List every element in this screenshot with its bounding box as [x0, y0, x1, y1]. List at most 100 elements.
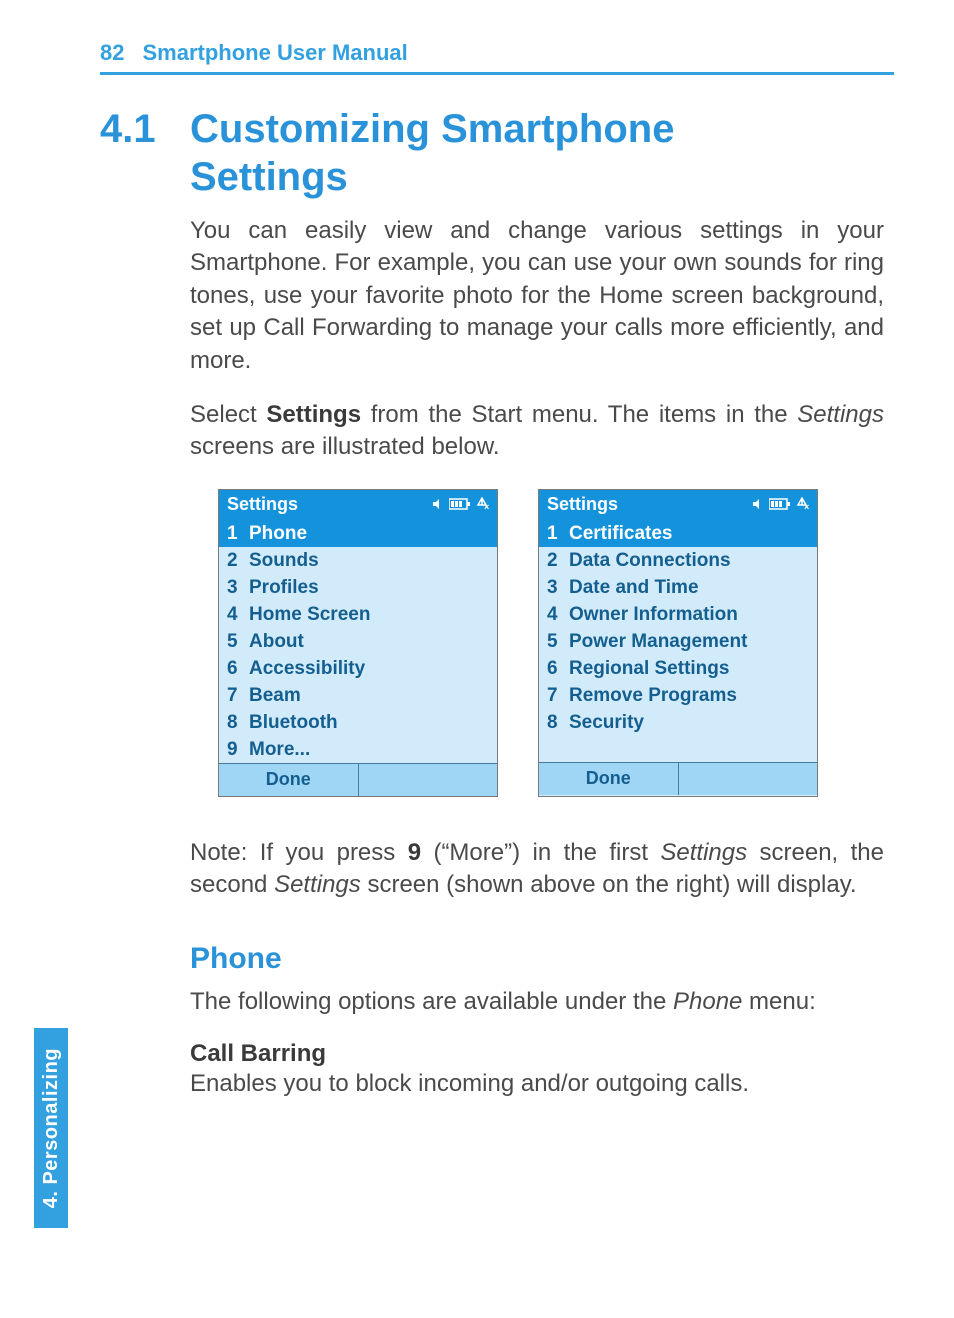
menu-item[interactable]: 5About — [219, 628, 497, 655]
menu-item-label: More... — [249, 739, 310, 761]
settings-screen-2: Settings × 1Certificates2Data Connection… — [538, 489, 818, 797]
blank-row — [539, 736, 817, 762]
menu-list: 1Phone2Sounds3Profiles4Home Screen5About… — [219, 520, 497, 763]
menu-item[interactable]: 1Phone — [219, 520, 497, 547]
menu-item-number: 3 — [227, 577, 249, 599]
menu-item[interactable]: 9More... — [219, 736, 497, 763]
menu-item-number: 7 — [227, 685, 249, 707]
signal-icon: × — [795, 497, 809, 511]
menu-item[interactable]: 2Sounds — [219, 547, 497, 574]
note-paragraph: Note: If you press 9 (“More”) in the fir… — [190, 837, 884, 902]
menu-item-label: Home Screen — [249, 604, 370, 626]
menu-item[interactable]: 3Profiles — [219, 574, 497, 601]
menu-item[interactable]: 4Home Screen — [219, 601, 497, 628]
text-span: menu: — [742, 988, 815, 1015]
menu-item-number: 1 — [227, 523, 249, 545]
softkey-right[interactable] — [359, 764, 498, 796]
menu-item-label: Regional Settings — [569, 658, 729, 680]
menu-item[interactable]: 7Remove Programs — [539, 682, 817, 709]
menu-item[interactable]: 8Security — [539, 709, 817, 736]
menu-item-label: Sounds — [249, 550, 319, 572]
menu-item-number: 5 — [547, 631, 569, 653]
menu-item-number: 4 — [547, 604, 569, 626]
menu-item[interactable]: 3Date and Time — [539, 574, 817, 601]
menu-item-number: 8 — [547, 712, 569, 734]
screen-titlebar: Settings × — [539, 490, 817, 520]
menu-item-label: Date and Time — [569, 577, 699, 599]
screenshots-row: Settings × 1Phone2Sounds3Profiles4Home S… — [218, 489, 884, 797]
page-number: 82 — [100, 40, 124, 66]
status-icons: × — [751, 497, 809, 511]
menu-item[interactable]: 4Owner Information — [539, 601, 817, 628]
svg-text:×: × — [804, 502, 809, 511]
menu-item[interactable]: 7Beam — [219, 682, 497, 709]
phone-heading: Phone — [190, 942, 884, 976]
settings-screen-1: Settings × 1Phone2Sounds3Profiles4Home S… — [218, 489, 498, 797]
menu-item-number: 7 — [547, 685, 569, 707]
page-header: 82 Smartphone User Manual — [100, 40, 894, 75]
softkey-right[interactable] — [679, 763, 818, 795]
menu-item-label: Profiles — [249, 577, 319, 599]
menu-item-number: 8 — [227, 712, 249, 734]
menu-item-label: Security — [569, 712, 644, 734]
menu-item-number: 5 — [227, 631, 249, 653]
signal-icon: × — [475, 497, 489, 511]
select-paragraph: Select Settings from the Start menu. The… — [190, 399, 884, 464]
text-span: from the Start menu. The items in the — [361, 401, 797, 428]
call-barring-body: Enables you to block incoming and/or out… — [190, 1068, 884, 1100]
menu-item[interactable]: 1Certificates — [539, 520, 817, 547]
sound-icon — [751, 497, 765, 511]
titlebar-label: Settings — [547, 494, 618, 515]
menu-item[interactable]: 8Bluetooth — [219, 709, 497, 736]
phone-intro: The following options are available unde… — [190, 986, 884, 1018]
text-span: screens are illustrated below. — [190, 433, 500, 460]
battery-icon — [449, 498, 471, 510]
softkey-bar: Done — [539, 762, 817, 795]
menu-item-label: Bluetooth — [249, 712, 338, 734]
chapter-tab: 4. Personalizing — [34, 1028, 68, 1228]
section-title: Customizing Smartphone Settings — [190, 105, 830, 201]
text-span: (“More”) in the first — [421, 839, 660, 866]
text-span: The following options are available unde… — [190, 988, 673, 1015]
menu-item-label: Certificates — [569, 523, 673, 545]
menu-item-number: 2 — [227, 550, 249, 572]
menu-item-number: 6 — [547, 658, 569, 680]
screen-titlebar: Settings × — [219, 490, 497, 520]
battery-icon — [769, 498, 791, 510]
menu-item-label: Accessibility — [249, 658, 365, 680]
menu-item-label: About — [249, 631, 304, 653]
chapter-tab-label: 4. Personalizing — [40, 1048, 63, 1208]
menu-item[interactable]: 6Accessibility — [219, 655, 497, 682]
status-icons: × — [431, 497, 489, 511]
manual-title: Smartphone User Manual — [142, 40, 407, 66]
menu-item-number: 6 — [227, 658, 249, 680]
italic-text: Set­tings — [797, 401, 884, 428]
menu-item[interactable]: 5Power Management — [539, 628, 817, 655]
call-barring-heading: Call Barring — [190, 1040, 884, 1068]
svg-text:×: × — [484, 502, 489, 511]
italic-text: Settings — [274, 871, 361, 898]
softkey-done[interactable]: Done — [219, 764, 359, 796]
text-span: Note: If you press — [190, 839, 408, 866]
menu-item[interactable]: 2Data Connections — [539, 547, 817, 574]
menu-item-label: Owner Information — [569, 604, 738, 626]
bold-text: Settings — [266, 401, 361, 428]
titlebar-label: Settings — [227, 494, 298, 515]
menu-item-label: Power Management — [569, 631, 747, 653]
menu-item[interactable]: 6Regional Settings — [539, 655, 817, 682]
section-number: 4.1 — [100, 105, 190, 153]
menu-item-label: Phone — [249, 523, 307, 545]
text-span: screen (shown above on the right) will d… — [361, 871, 857, 898]
menu-item-label: Data Connections — [569, 550, 731, 572]
content-body: You can easily view and change various s… — [190, 215, 884, 1100]
menu-item-number: 4 — [227, 604, 249, 626]
menu-item-number: 2 — [547, 550, 569, 572]
menu-list: 1Certificates2Data Connections3Date and … — [539, 520, 817, 762]
italic-text: Settings — [660, 839, 747, 866]
section-heading: 4.1Customizing Smartphone Settings — [100, 105, 894, 201]
sound-icon — [431, 497, 445, 511]
text-span: Select — [190, 401, 266, 428]
softkey-done[interactable]: Done — [539, 763, 679, 795]
menu-item-number: 1 — [547, 523, 569, 545]
softkey-bar: Done — [219, 763, 497, 796]
